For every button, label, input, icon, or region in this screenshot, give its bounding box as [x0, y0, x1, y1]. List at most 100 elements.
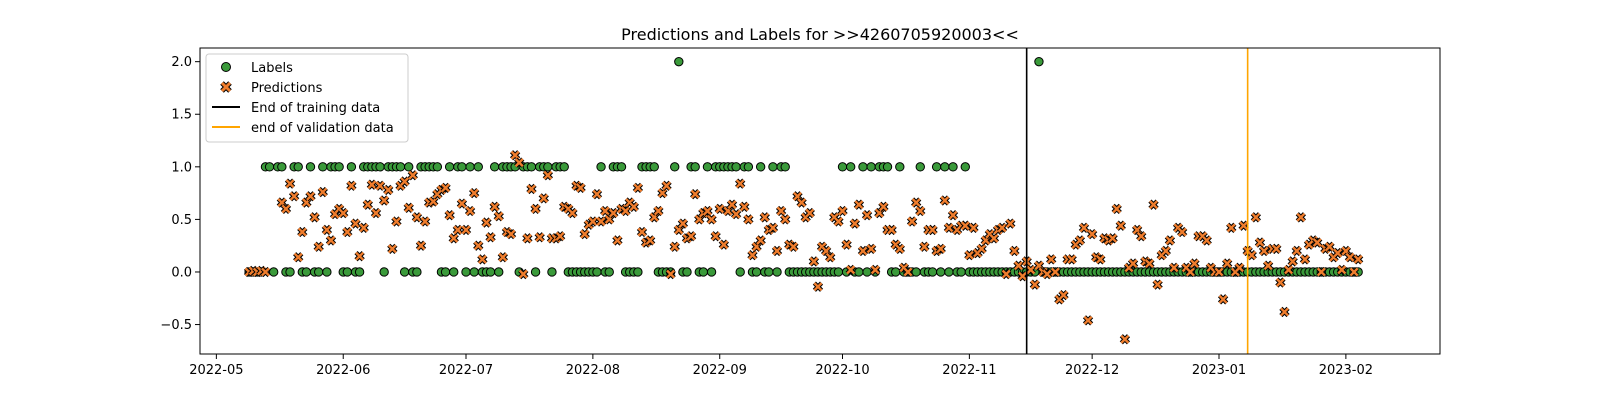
x-tick-label: 2022-12 — [1065, 363, 1119, 378]
prediction-point — [288, 191, 300, 202]
prediction-point — [284, 178, 296, 189]
x-tick-label: 2023-02 — [1319, 363, 1373, 378]
prediction-point — [759, 212, 770, 223]
prediction-point — [878, 201, 889, 212]
label-point — [432, 162, 443, 172]
prediction-point — [370, 207, 382, 219]
prediction-point — [346, 180, 357, 191]
prediction-point — [833, 216, 844, 227]
prediction-point — [280, 203, 292, 215]
prediction-point — [1029, 279, 1041, 290]
prediction-point — [1066, 254, 1077, 265]
label-point — [346, 162, 357, 172]
prediction-point — [677, 218, 689, 229]
label-point — [743, 162, 754, 172]
prediction-point — [1299, 254, 1311, 265]
prediction-point — [567, 207, 578, 219]
prediction-point — [403, 202, 414, 213]
prediction-point — [407, 170, 418, 181]
label-point — [604, 267, 614, 277]
label-point — [960, 162, 970, 172]
label-point — [764, 267, 774, 277]
prediction-point — [906, 216, 918, 227]
prediction-point — [387, 243, 398, 255]
prediction-point — [354, 251, 365, 262]
label-point — [305, 162, 316, 172]
prediction-point — [1127, 258, 1139, 269]
prediction-point — [632, 182, 644, 194]
prediction-point — [988, 233, 1000, 244]
label-point — [473, 162, 483, 172]
label-point — [547, 267, 557, 277]
prediction-point — [628, 201, 639, 212]
prediction-point — [526, 183, 537, 195]
plot-frame — [199, 47, 1441, 355]
y-axis: −0.5 0.0 0.5 1.0 1.5 2.0 — [160, 55, 200, 333]
label-point — [293, 162, 303, 172]
prediction-point — [342, 226, 353, 238]
prediction-point — [1025, 264, 1036, 276]
label-point — [751, 267, 762, 277]
prediction-point — [796, 197, 807, 208]
legend-labels-marker — [221, 62, 231, 72]
prediction-point — [579, 228, 590, 240]
prediction-point — [902, 266, 914, 278]
label-point — [318, 162, 328, 172]
prediction-point — [1238, 220, 1249, 231]
prediction-point — [947, 210, 959, 221]
prediction-point — [293, 252, 304, 263]
marks-layer — [243, 56, 1364, 345]
prediction-point — [653, 205, 664, 217]
label-point — [911, 267, 921, 277]
y-tick-label: 2.0 — [171, 55, 192, 70]
prediction-point — [554, 231, 566, 242]
vline-layer — [1025, 48, 1249, 354]
x-tick-label: 2022-09 — [693, 363, 747, 378]
y-tick-label: −0.5 — [160, 318, 192, 333]
prediction-point — [939, 195, 950, 206]
prediction-point — [1258, 245, 1270, 257]
label-point — [395, 162, 406, 172]
prediction-point — [865, 243, 877, 255]
label-point — [927, 267, 938, 277]
prediction-point — [1050, 266, 1061, 278]
prediction-point — [976, 243, 987, 255]
prediction-point — [1201, 235, 1212, 246]
prediction-point — [1279, 306, 1290, 318]
prediction-point — [1095, 254, 1106, 265]
prediction-point — [1005, 218, 1016, 229]
label-point — [858, 162, 868, 172]
label-point — [485, 267, 496, 277]
label-point — [354, 267, 365, 277]
prediction-point — [849, 218, 860, 229]
label-point — [444, 162, 455, 172]
prediction-point — [812, 281, 824, 292]
label-point — [948, 162, 958, 172]
prediction-point — [1074, 235, 1086, 246]
prediction-point — [1332, 247, 1343, 259]
prediction-point — [845, 264, 856, 276]
prediction-point — [1316, 266, 1327, 278]
label-point — [682, 267, 692, 277]
label-point — [268, 267, 279, 277]
prediction-point — [1291, 245, 1302, 257]
prediction-point — [911, 197, 922, 208]
prediction-point — [1160, 245, 1171, 257]
prediction-point — [714, 203, 725, 215]
prediction-point — [943, 222, 955, 233]
prediction-point — [1046, 254, 1057, 265]
prediction-point — [522, 233, 533, 244]
prediction-point — [927, 224, 938, 236]
label-point — [895, 162, 905, 172]
label-point — [854, 267, 864, 277]
prediction-point — [599, 205, 611, 217]
prediction-point — [1271, 243, 1282, 255]
label-point — [596, 162, 606, 172]
label-point — [526, 162, 537, 172]
y-tick-label: 0.5 — [171, 213, 192, 228]
label-point — [845, 162, 856, 172]
label-point — [412, 267, 422, 277]
label-point — [674, 56, 684, 67]
label-point — [449, 267, 459, 277]
